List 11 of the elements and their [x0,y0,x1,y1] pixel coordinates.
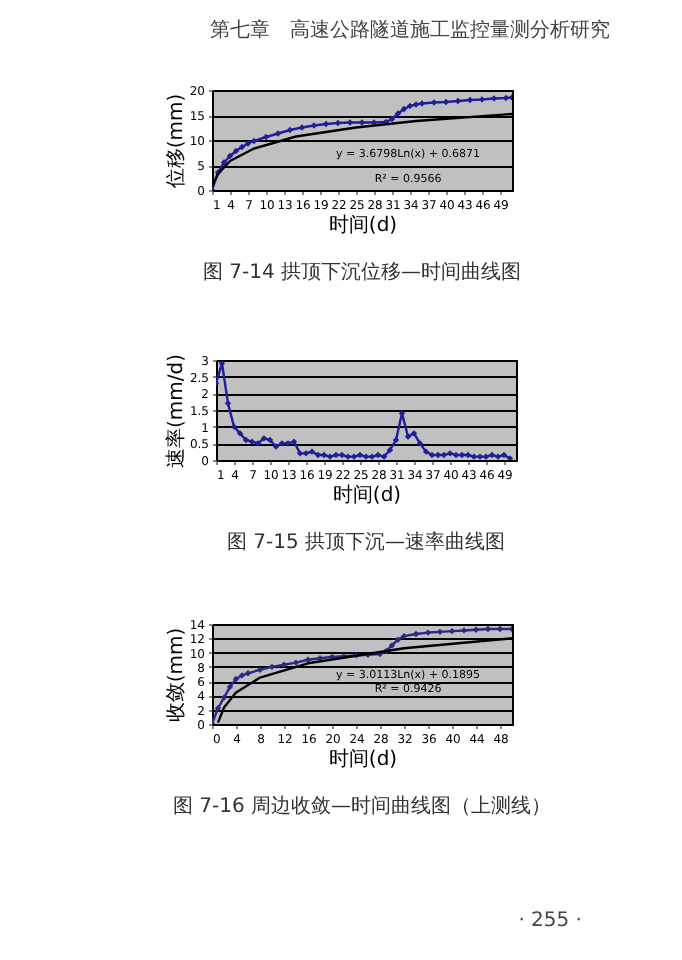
y-axis-title: 收敛(mm) [163,627,188,723]
x-axis-title: 时间(d) [328,213,398,237]
x-axis-title: 时间(d) [328,747,398,771]
text: 第七章 高速公路隧道施工监控量测分析研究 [210,17,610,44]
text: 图 7-15 拱顶下沉—速率曲线图 [226,530,506,554]
y-axis-title: 速率(mm/d) [163,353,188,469]
x-axis-title: 时间(d) [332,483,402,507]
text: 图 7-14 拱顶下沉位移—时间曲线图 [202,260,522,284]
y-axis-title: 位移(mm) [163,93,188,189]
text: · 255 · [518,910,582,932]
text: 图 7-16 周边收敛—时间曲线图（上测线） [172,794,552,818]
